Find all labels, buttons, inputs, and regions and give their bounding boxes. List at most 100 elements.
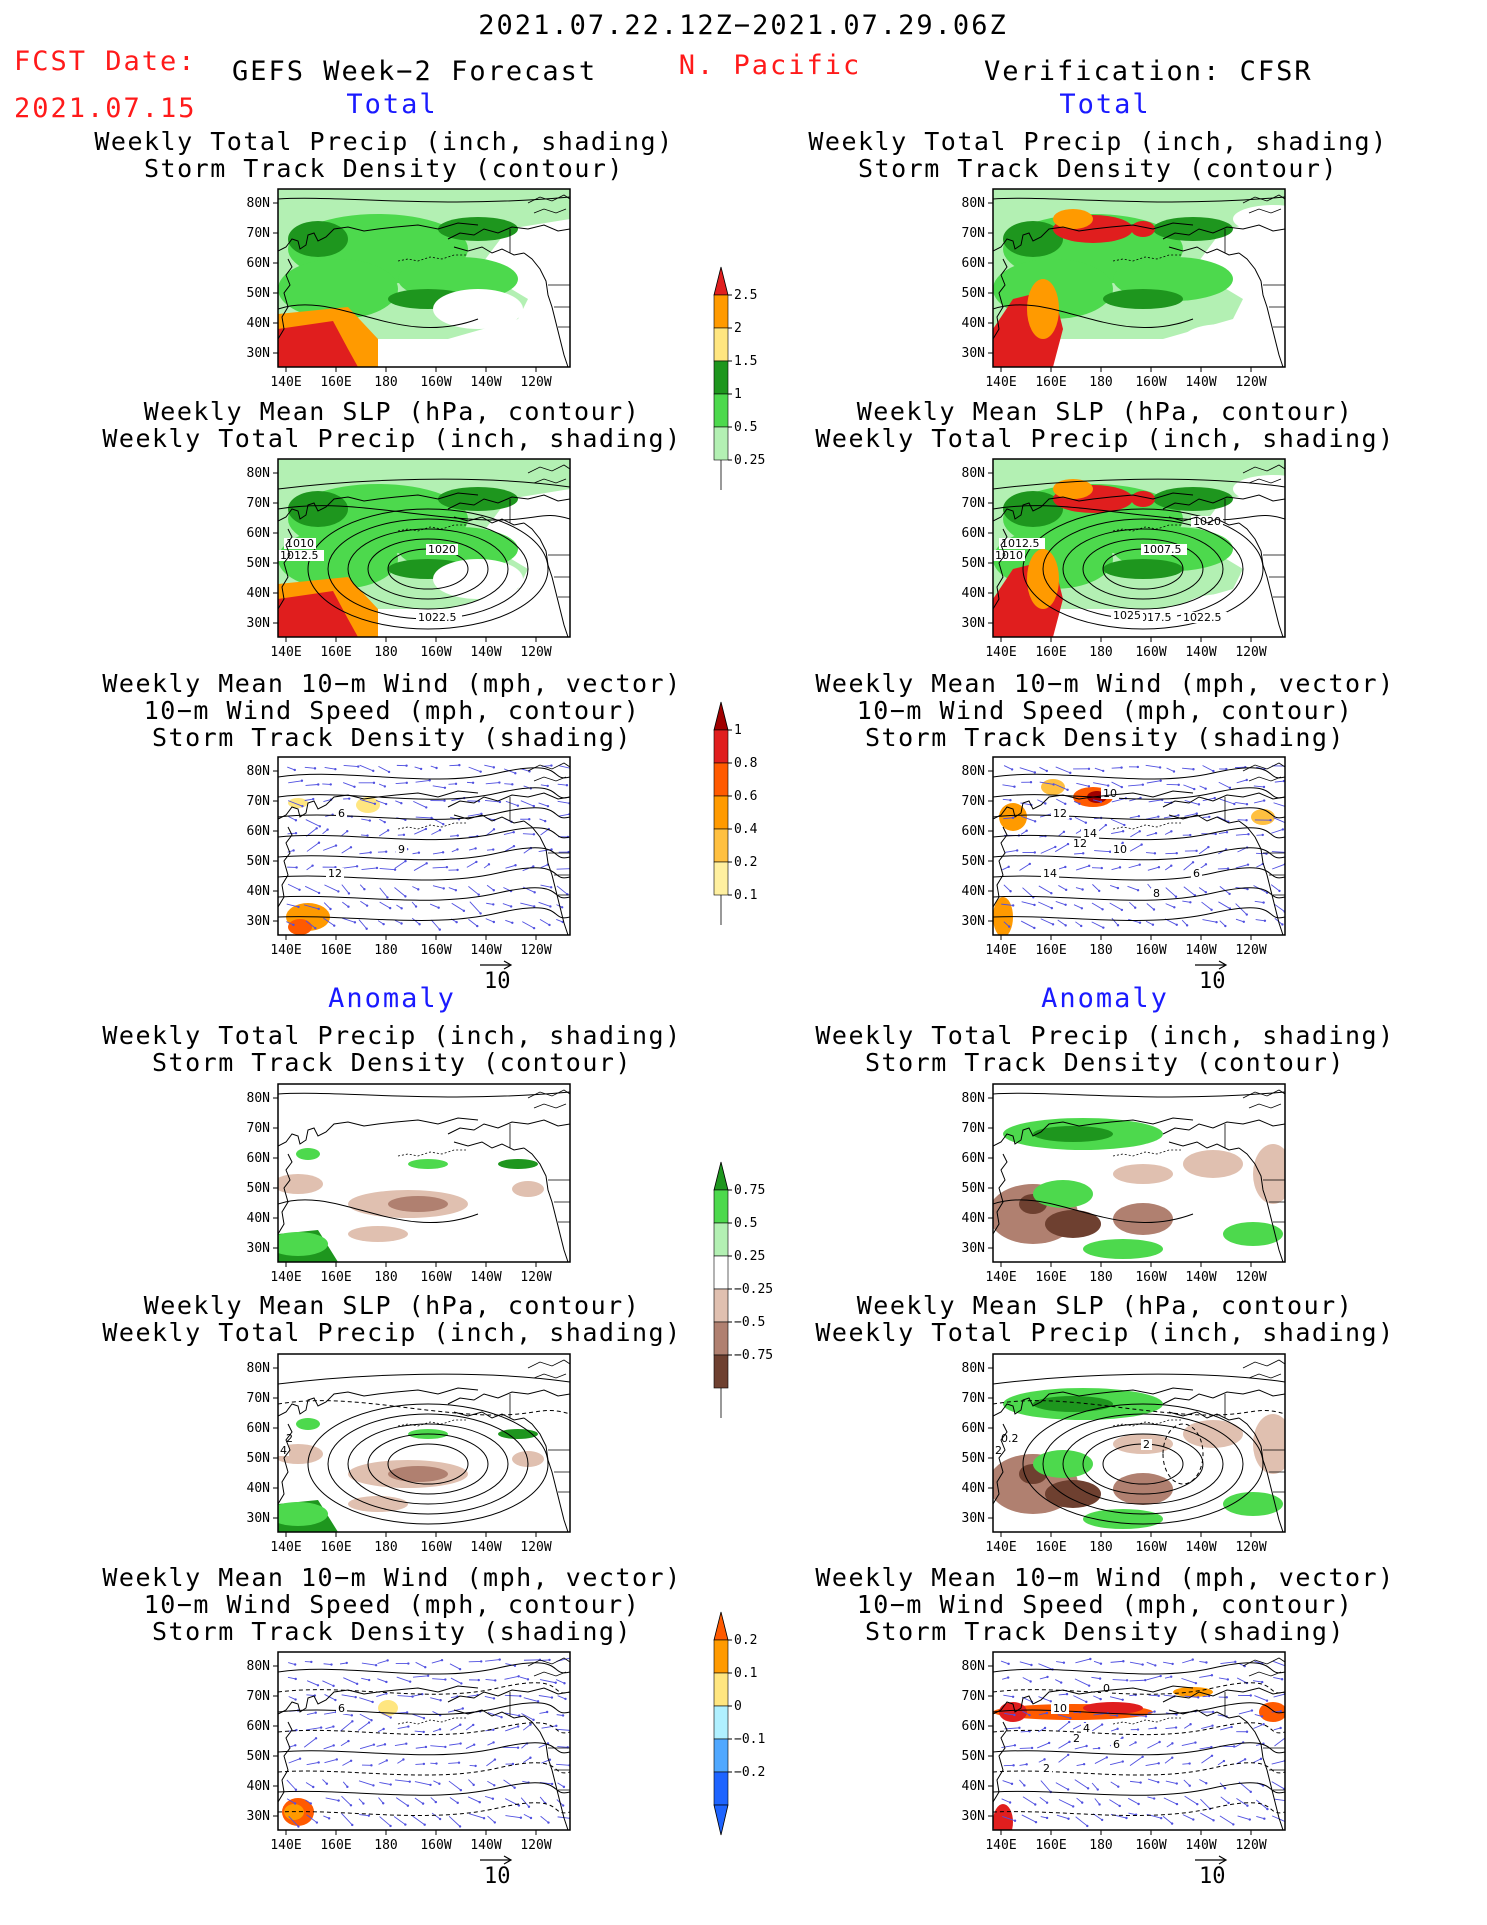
lon-tick-label: 160W [420, 1540, 451, 1555]
lon-tick-label: 140W [1185, 1838, 1216, 1853]
title-fa-slp: Weekly Mean SLP (hPa, contour) Weekly Tot… [102, 1291, 682, 1347]
lat-tick-label: 30N [247, 1241, 270, 1256]
title-vt-slp: Weekly Mean SLP (hPa, contour) Weekly Tot… [815, 397, 1395, 453]
lon-tick-label: 180 [374, 1838, 397, 1853]
lat-tick-label: 50N [962, 1181, 985, 1196]
lat-tick-label: 80N [962, 764, 985, 779]
lat-tick-label: 80N [962, 196, 985, 211]
fcst-date-value: 2021.07.15 [14, 93, 197, 124]
lon-tick-label: 120W [520, 375, 551, 390]
title-vt-precip: Weekly Total Precip (inch, shading) Storm… [808, 127, 1388, 183]
reference-arrow-icon [480, 960, 513, 970]
lon-tick-label: 120W [520, 943, 551, 958]
lat-tick-label: 70N [247, 496, 270, 511]
lat-tick-label: 60N [962, 1151, 985, 1166]
lat-tick-label: 50N [247, 1749, 270, 1764]
lat-tick-label: 50N [247, 854, 270, 869]
lon-tick-label: 160E [1035, 1838, 1066, 1853]
contour-label: 1010 [995, 549, 1023, 562]
lon-tick-label: 120W [520, 645, 551, 660]
lon-tick-label: 160W [420, 943, 451, 958]
title-va-wind: Weekly Mean 10−m Wind (mph, vector) 10−m … [815, 1563, 1395, 1646]
contour-label: 1025 [1113, 609, 1141, 622]
lat-tick-label: 70N [962, 1689, 985, 1704]
lat-tick-label: 30N [247, 346, 270, 361]
vector-reference-label: 10 [484, 969, 511, 994]
lat-tick-label: 80N [962, 1091, 985, 1106]
lon-tick-label: 180 [1089, 943, 1112, 958]
map-verification-total-slp: 1012.5 1010 1007.5 1017.5 1020 1025 1022.5 80N 7… [945, 455, 1290, 665]
lon-tick-label: 120W [520, 1838, 551, 1853]
lon-tick-label: 120W [520, 1270, 551, 1285]
lat-tick-label: 60N [247, 256, 270, 271]
vector-reference-vt: 10 [1193, 956, 1229, 994]
lat-tick-label: 60N [247, 1421, 270, 1436]
colorbar-tick-label: 1 [734, 723, 742, 738]
lon-tick-label: 180 [1089, 1270, 1112, 1285]
lat-tick-label: 30N [247, 1511, 270, 1526]
lon-tick-label: 140E [270, 645, 301, 660]
right-anomaly-heading: Anomaly [1041, 983, 1169, 1014]
lon-tick-label: 160E [1035, 375, 1066, 390]
colorbar-tick-label: −0.1 [734, 1732, 765, 1747]
vector-reference-fa: 10 [478, 1851, 514, 1889]
lon-tick-label: 160E [320, 375, 351, 390]
lon-tick-label: 160W [420, 1838, 451, 1853]
contour-label: 6 [338, 807, 345, 820]
lon-tick-label: 120W [1235, 943, 1266, 958]
map-forecast-total-precip: 80N 70N 60N 50N 40N 30N 140E 160E 180 160W 140W 120… [230, 185, 575, 395]
lon-tick-label: 140W [1185, 1270, 1216, 1285]
contour-label: 1012.5 [280, 549, 319, 562]
lat-tick-label: 40N [247, 316, 270, 331]
lon-tick-label: 160W [420, 1270, 451, 1285]
lat-tick-label: 40N [962, 316, 985, 331]
lon-tick-label: 140E [985, 645, 1016, 660]
lat-tick-label: 50N [962, 1749, 985, 1764]
colorbar-tick-label: 0.4 [734, 822, 758, 837]
lat-tick-label: 70N [247, 1689, 270, 1704]
contour-label: 10 [1113, 843, 1127, 856]
contour-label: 1022.5 [418, 611, 457, 624]
title-fa-wind: Weekly Mean 10−m Wind (mph, vector) 10−m … [102, 1563, 682, 1646]
colorbar-tick-label: −0.5 [734, 1315, 765, 1330]
lat-tick-label: 60N [962, 256, 985, 271]
colorbar-tick-label: 0.25 [734, 1249, 765, 1264]
left-total-heading: Total [346, 89, 438, 120]
lat-tick-label: 30N [962, 1809, 985, 1824]
lat-tick-label: 70N [962, 794, 985, 809]
contour-label: 6 [1193, 867, 1200, 880]
lon-tick-label: 140W [1185, 375, 1216, 390]
colorbar-tick-label: 0.8 [734, 756, 757, 771]
contour-label: 1012.5 [1001, 537, 1040, 550]
title-vt-wind: Weekly Mean 10−m Wind (mph, vector) 10−m … [815, 669, 1395, 752]
lat-tick-label: 70N [962, 496, 985, 511]
contour-label: 0 [1103, 1682, 1110, 1695]
lat-tick-label: 30N [962, 914, 985, 929]
contour-label: 14 [1083, 827, 1097, 840]
map-forecast-total-slp: 1010 1012.5 1020 1022.5 80N 70N 60N 50N 40N 30N 14… [230, 455, 575, 665]
lat-tick-label: 30N [962, 346, 985, 361]
lon-tick-label: 140W [470, 1540, 501, 1555]
map-verification-total-wind: 12 10 14 10 14 12 6 8 80N 70N 60N 50N 40N 30N 140E 160E… [945, 753, 1290, 963]
contour-label: 14 [1043, 867, 1057, 880]
lon-tick-label: 160E [320, 943, 351, 958]
lon-tick-label: 140E [985, 1270, 1016, 1285]
lon-tick-label: 140W [470, 1838, 501, 1853]
lon-tick-label: 160W [420, 375, 451, 390]
lon-tick-label: 160E [1035, 645, 1066, 660]
title-va-precip: Weekly Total Precip (inch, shading) Storm… [815, 1021, 1395, 1077]
lat-tick-label: 40N [962, 884, 985, 899]
lon-tick-label: 140E [985, 943, 1016, 958]
lon-tick-label: 160W [1135, 1540, 1166, 1555]
lon-tick-label: 140W [1185, 645, 1216, 660]
contour-label: 1007.5 [1143, 543, 1182, 556]
lon-tick-label: 120W [1235, 1838, 1266, 1853]
contour-label: 4 [280, 1444, 287, 1457]
lon-tick-label: 180 [374, 1540, 397, 1555]
lon-tick-label: 160E [320, 1270, 351, 1285]
colorbar-tick-label: −0.25 [734, 1282, 773, 1297]
title-ft-wind: Weekly Mean 10−m Wind (mph, vector) 10−m … [102, 669, 682, 752]
lon-tick-label: 160E [320, 1838, 351, 1853]
lon-tick-label: 160W [1135, 943, 1166, 958]
title-ft-slp: Weekly Mean SLP (hPa, contour) Weekly Tot… [102, 397, 682, 453]
